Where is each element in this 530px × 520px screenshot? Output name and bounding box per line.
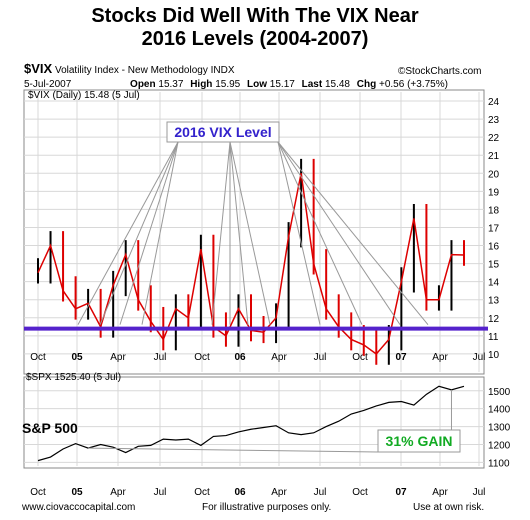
spx-x-tick-label: Jul <box>314 487 327 498</box>
vix-x-tick-label: Jul <box>314 352 327 363</box>
open-value: 15.37 <box>158 79 184 90</box>
spx-y-tick-label: 1400 <box>488 405 511 416</box>
spx-x-tick-label: Oct <box>194 487 210 498</box>
spx-x-tick-label: Oct <box>30 487 46 498</box>
vix-level-pointer <box>211 141 231 325</box>
spx-panel-frame <box>23 376 485 469</box>
vix-y-tick-label: 20 <box>488 169 500 180</box>
vix-grid <box>24 92 484 372</box>
last-label: Last <box>301 79 323 90</box>
vix-y-tick-label: 19 <box>488 187 500 198</box>
vix-level-pointer <box>277 141 401 325</box>
chg-value: +0.56 (+3.75%) <box>379 79 448 90</box>
spx-x-tick-label: Jul <box>154 487 167 498</box>
footer-risk: Use at own risk. <box>413 502 485 513</box>
vix-x-tick-label: 07 <box>395 352 407 363</box>
vix-x-tick-label: Oct <box>352 352 368 363</box>
low-value: 15.17 <box>269 79 295 90</box>
vix-level-pointer <box>141 141 179 325</box>
spx-x-tick-label: 06 <box>234 487 246 498</box>
vix-x-tick-label: Jul <box>154 352 167 363</box>
chart-title-line-2: 2016 Levels (2004-2007) <box>141 28 369 50</box>
vix-y-tick-label: 24 <box>488 97 500 108</box>
ticker-name: Volatility Index - New Methodology <box>54 65 208 76</box>
vix-x-tick-label: Apr <box>110 352 126 363</box>
footer-disclaimer: For illustrative purposes only. <box>202 502 332 513</box>
vix-level-pointer <box>119 141 179 325</box>
vix-level-label: 2016 VIX Level <box>174 124 271 140</box>
gain-label: 31% GAIN <box>386 433 453 449</box>
vix-x-axis: Oct 05 Apr Jul Oct 06 Apr Jul Oct 07 Apr Jul <box>30 352 485 363</box>
spx-x-tick-label: Apr <box>271 487 287 498</box>
vix-y-axis: 10 11 12 13 14 15 16 17 18 19 20 21 22 23 24 <box>488 97 500 361</box>
quote-date: 5-Jul-2007 <box>24 79 72 90</box>
spx-y-axis: 1100 1200 1300 1400 1500 <box>488 387 511 470</box>
quote-line: 5-Jul-2007 Open 15.37 High 15.95 Low 15.… <box>24 79 448 91</box>
high-label: High <box>190 79 213 90</box>
vix-x-tick-label: 05 <box>71 352 83 363</box>
vix-x-tick-label: Apr <box>271 352 287 363</box>
vix-level-pointer <box>277 141 429 325</box>
vix-level-pointer <box>99 141 179 325</box>
vix-x-tick-label: Oct <box>30 352 46 363</box>
ticker-exchange: INDX <box>210 65 235 76</box>
last-value: 15.48 <box>324 79 350 90</box>
vix-y-tick-label: 21 <box>488 151 500 162</box>
vix-x-tick-label: Oct <box>194 352 210 363</box>
spx-x-axis: Oct 05 Apr Jul Oct 06 Apr Jul Oct 07 Apr Jul <box>30 487 485 498</box>
vix-y-tick-label: 14 <box>488 278 500 289</box>
vix-x-tick-label: Jul <box>473 352 486 363</box>
footer-website: www.ciovaccocapital.com <box>22 502 136 513</box>
vix-y-tick-label: 22 <box>488 133 500 144</box>
vix-level-pointer <box>229 141 249 325</box>
spx-x-tick-label: Apr <box>110 487 126 498</box>
vix-legend: $VIX (Daily) 15.48 (5 Jul) <box>28 90 140 101</box>
spx-x-tick-label: 07 <box>395 487 407 498</box>
ticker-symbol: $VIX <box>24 61 53 76</box>
ticker-header: $VIX Volatility Index - New Methodology … <box>24 61 235 77</box>
vix-y-tick-label: 23 <box>488 115 500 126</box>
chart-title-line-1: Stocks Did Well With The VIX Near <box>91 5 419 27</box>
spx-series <box>37 385 465 462</box>
vix-level-pointer <box>277 141 321 325</box>
vix-level-pointer <box>229 141 271 325</box>
spx-legend: $SPX 1525.40 (5 Jul) <box>26 372 121 383</box>
spx-x-tick-label: Jul <box>473 487 486 498</box>
gain-pointer-start <box>88 447 379 453</box>
spx-y-tick-label: 1300 <box>488 423 511 434</box>
low-label: Low <box>247 79 268 90</box>
high-value: 15.95 <box>215 79 241 90</box>
vix-level-label-box <box>166 121 280 143</box>
vix-level-pointer <box>277 141 363 325</box>
spx-x-tick-label: Apr <box>432 487 448 498</box>
stockcharts-credit: ©StockCharts.com <box>398 66 482 77</box>
spx-y-tick-label: 1100 <box>488 458 510 469</box>
vix-y-tick-label: 17 <box>488 223 500 234</box>
vix-y-tick-label: 15 <box>488 260 500 271</box>
vix-level-pointer <box>77 141 179 325</box>
chg-label: Chg <box>356 79 377 90</box>
vix-x-tick-label: 06 <box>234 352 246 363</box>
vix-y-tick-label: 10 <box>488 350 500 361</box>
vix-y-tick-label: 12 <box>488 314 500 325</box>
vix-bars <box>37 158 465 365</box>
vix-y-tick-label: 16 <box>488 242 500 253</box>
vix-y-tick-label: 18 <box>488 205 500 216</box>
spx-x-tick-label: Oct <box>352 487 368 498</box>
vix-y-tick-label: 11 <box>488 332 499 343</box>
vix-x-tick-label: Apr <box>432 352 448 363</box>
open-label: Open <box>130 79 156 90</box>
gain-label-box <box>377 429 461 453</box>
spx-x-tick-label: 05 <box>71 487 83 498</box>
spx-price-line <box>37 385 465 462</box>
spx-y-tick-label: 1200 <box>488 441 511 452</box>
annotation-pointer-lines <box>77 141 429 325</box>
vix-y-tick-label: 13 <box>488 296 500 307</box>
spx-y-tick-label: 1500 <box>488 387 511 398</box>
sp500-label: S&P 500 <box>22 420 78 436</box>
